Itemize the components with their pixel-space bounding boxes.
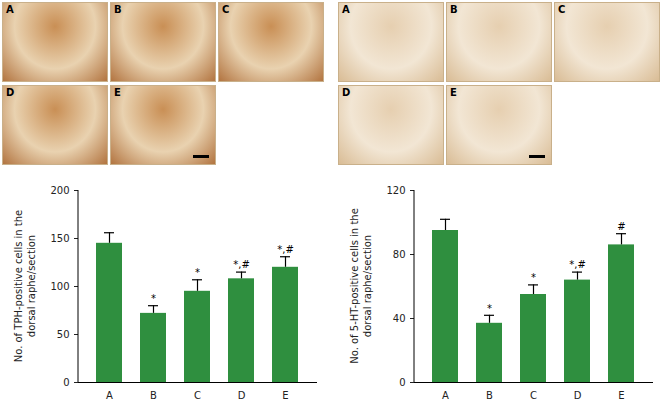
svg-text:E: E xyxy=(282,390,288,401)
svg-text:B: B xyxy=(150,390,157,401)
html-text:E: E xyxy=(114,87,121,98)
svg-text:200: 200 xyxy=(50,185,69,196)
html-text:A: A xyxy=(6,4,14,15)
svg-text:*: * xyxy=(531,272,536,283)
html-text:B: B xyxy=(114,4,122,15)
svg-text:100: 100 xyxy=(50,281,69,292)
html-text:D: D xyxy=(6,87,15,98)
html-text:D: D xyxy=(342,87,351,98)
svg-text:A: A xyxy=(442,390,449,401)
svg-text:*,#: *,# xyxy=(569,259,586,270)
svg-text:D: D xyxy=(238,390,246,401)
svg-text:C: C xyxy=(530,390,537,401)
svg-text:0: 0 xyxy=(63,377,69,388)
svg-text:*: * xyxy=(151,293,156,304)
svg-text:0: 0 xyxy=(399,377,405,388)
html-text:No. of TPH-positive cells in t: No. of TPH-positive cells in the dorsal … xyxy=(13,209,37,363)
svg-text:E: E xyxy=(618,390,624,401)
svg-text:50: 50 xyxy=(57,329,70,340)
svg-text:A: A xyxy=(106,390,113,401)
html-text:C: C xyxy=(558,4,566,15)
svg-text:*: * xyxy=(195,267,200,278)
svg-text:40: 40 xyxy=(393,313,406,324)
svg-text:150: 150 xyxy=(50,233,69,244)
svg-text:D: D xyxy=(574,390,582,401)
html-text:E: E xyxy=(450,87,457,98)
html-text:A: A xyxy=(342,4,350,15)
svg-text:#: # xyxy=(617,221,625,232)
html-text:C: C xyxy=(222,4,230,15)
html-text:B: B xyxy=(450,4,458,15)
svg-text:*,#: *,# xyxy=(233,259,250,270)
svg-text:B: B xyxy=(486,390,493,401)
svg-text:*: * xyxy=(487,303,492,314)
svg-text:80: 80 xyxy=(393,249,406,260)
svg-text:C: C xyxy=(194,390,201,401)
html-text:No. of 5-HT-positive cells in: No. of 5-HT-positive cells in the dorsal… xyxy=(349,208,373,364)
svg-text:120: 120 xyxy=(386,185,405,196)
svg-text:*,#: *,# xyxy=(277,244,294,255)
